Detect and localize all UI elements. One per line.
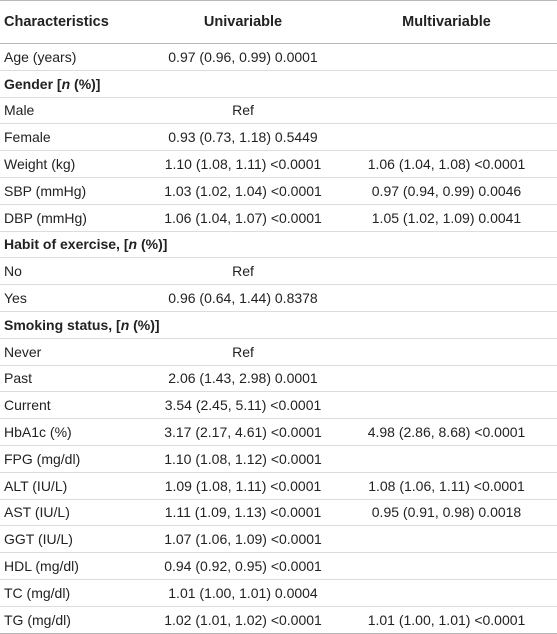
- row-label: ALT (IU/L): [0, 472, 150, 500]
- row-label: Yes: [0, 284, 150, 312]
- univariable-value: Ref: [150, 257, 336, 286]
- row-label: Age (years): [0, 43, 150, 71]
- row-label: Weight (kg): [0, 150, 150, 178]
- row-label: HDL (mg/dl): [0, 552, 150, 580]
- table-body: Age (years) 0.97 (0.96, 0.99) 0.0001 Gende…: [0, 43, 557, 634]
- univariable-value: 1.11 (1.09, 1.13) <0.0001: [150, 499, 336, 527]
- section-heading: Smoking status, [n (%)]: [0, 311, 557, 339]
- table-row: Past 2.06 (1.43, 2.98) 0.0001: [0, 365, 557, 393]
- table-row: HbA1c (%) 3.17 (2.17, 4.61) <0.0001 4.98 (…: [0, 418, 557, 446]
- table-row: Weight (kg) 1.10 (1.08, 1.11) <0.0001 1.06…: [0, 150, 557, 178]
- multivariable-value: 1.08 (1.06, 1.11) <0.0001: [336, 472, 557, 500]
- table-row: ALT (IU/L) 1.09 (1.08, 1.11) <0.0001 1.08 …: [0, 472, 557, 500]
- table-row: Age (years) 0.97 (0.96, 0.99) 0.0001: [0, 43, 557, 71]
- univariable-value: 2.06 (1.43, 2.98) 0.0001: [150, 365, 336, 393]
- header-univariable: Univariable: [150, 0, 336, 44]
- multivariable-value: [336, 123, 557, 152]
- multivariable-value: 4.98 (2.86, 8.68) <0.0001: [336, 418, 557, 446]
- row-label: TC (mg/dl): [0, 579, 150, 607]
- multivariable-value: [336, 445, 557, 473]
- section-heading-text: Gender [: [4, 75, 62, 92]
- section-heading-tail: (%)]: [129, 316, 160, 333]
- univariable-value: 3.54 (2.45, 5.11) <0.0001: [150, 391, 336, 420]
- univariable-value: 1.03 (1.02, 1.04) <0.0001: [150, 177, 336, 205]
- section-heading-text: Habit of exercise, [: [4, 236, 129, 253]
- section-heading-tail: (%)]: [70, 75, 101, 92]
- row-label: Never: [0, 338, 150, 366]
- row-label: Current: [0, 391, 150, 420]
- header-characteristics: Characteristics: [0, 0, 150, 44]
- header-multivariable: Multivariable: [336, 0, 557, 44]
- table-row: No Ref: [0, 257, 557, 286]
- row-label: SBP (mmHg): [0, 177, 150, 205]
- section-heading-text: Smoking status, [: [4, 316, 121, 333]
- univariable-value: 1.10 (1.08, 1.11) <0.0001: [150, 150, 336, 178]
- table-row: HDL (mg/dl) 0.94 (0.92, 0.95) <0.0001: [0, 552, 557, 580]
- multivariable-value: [336, 365, 557, 393]
- multivariable-value: [336, 97, 557, 125]
- univariable-value: 1.01 (1.00, 1.01) 0.0004: [150, 579, 336, 607]
- multivariable-value: 0.97 (0.94, 0.99) 0.0046: [336, 177, 557, 205]
- univariable-value: 1.09 (1.08, 1.11) <0.0001: [150, 472, 336, 500]
- multivariable-value: [336, 284, 557, 312]
- univariable-value: 3.17 (2.17, 4.61) <0.0001: [150, 418, 336, 446]
- table-row: DBP (mmHg) 1.06 (1.04, 1.07) <0.0001 1.05 …: [0, 204, 557, 232]
- univariable-value: 0.97 (0.96, 0.99) 0.0001: [150, 43, 336, 71]
- univariable-value: 0.93 (0.73, 1.18) 0.5449: [150, 123, 336, 152]
- table-row: FPG (mg/dl) 1.10 (1.08, 1.12) <0.0001: [0, 445, 557, 473]
- table-row: Male Ref: [0, 97, 557, 125]
- header-row: Characteristics Univariable Multivariabl…: [0, 0, 557, 44]
- multivariable-value: 1.05 (1.02, 1.09) 0.0041: [336, 204, 557, 232]
- multivariable-value: [336, 391, 557, 420]
- univariable-value: Ref: [150, 97, 336, 125]
- table-row: Female 0.93 (0.73, 1.18) 0.5449: [0, 123, 557, 152]
- table-row: SBP (mmHg) 1.03 (1.02, 1.04) <0.0001 0.97 …: [0, 177, 557, 205]
- table-row: Current 3.54 (2.45, 5.11) <0.0001: [0, 391, 557, 420]
- row-label: DBP (mmHg): [0, 204, 150, 232]
- multivariable-value: [336, 338, 557, 366]
- table-row: Never Ref: [0, 338, 557, 366]
- table-row: TC (mg/dl) 1.01 (1.00, 1.01) 0.0004: [0, 579, 557, 607]
- univariable-value: 0.96 (0.64, 1.44) 0.8378: [150, 284, 336, 312]
- section-heading-italic: n: [120, 316, 130, 333]
- row-label: HbA1c (%): [0, 418, 150, 446]
- section-heading: Habit of exercise, [n (%)]: [0, 231, 557, 259]
- row-label: Female: [0, 123, 150, 152]
- multivariable-value: [336, 257, 557, 286]
- section-heading-italic: n: [61, 75, 71, 92]
- table-row: Yes 0.96 (0.64, 1.44) 0.8378: [0, 284, 557, 312]
- univariable-value: 1.06 (1.04, 1.07) <0.0001: [150, 204, 336, 232]
- section-row: Smoking status, [n (%)]: [0, 311, 557, 339]
- table-row: TG (mg/dl) 1.02 (1.01, 1.02) <0.0001 1.01 …: [0, 606, 557, 634]
- multivariable-value: [336, 579, 557, 607]
- row-label: Past: [0, 365, 150, 393]
- table-header: Characteristics Univariable Multivariabl…: [0, 0, 557, 44]
- section-heading-italic: n: [128, 236, 138, 253]
- section-row: Habit of exercise, [n (%)]: [0, 231, 557, 259]
- multivariable-value: 1.01 (1.00, 1.01) <0.0001: [336, 606, 557, 634]
- row-label: AST (IU/L): [0, 499, 150, 527]
- univariable-value: Ref: [150, 338, 336, 366]
- multivariable-value: 0.95 (0.91, 0.98) 0.0018: [336, 499, 557, 527]
- multivariable-value: [336, 43, 557, 71]
- section-heading: Gender [n (%)]: [0, 70, 557, 98]
- univariable-value: 1.07 (1.06, 1.09) <0.0001: [150, 525, 336, 554]
- univariable-value: 1.10 (1.08, 1.12) <0.0001: [150, 445, 336, 473]
- section-row: Gender [n (%)]: [0, 70, 557, 98]
- section-heading-tail: (%)]: [137, 236, 168, 253]
- row-label: Male: [0, 97, 150, 125]
- univariable-value: 0.94 (0.92, 0.95) <0.0001: [150, 552, 336, 580]
- row-label: GGT (IU/L): [0, 525, 150, 554]
- row-label: TG (mg/dl): [0, 606, 150, 634]
- multivariable-value: [336, 552, 557, 580]
- row-label: No: [0, 257, 150, 286]
- multivariable-value: 1.06 (1.04, 1.08) <0.0001: [336, 150, 557, 178]
- table-row: GGT (IU/L) 1.07 (1.06, 1.09) <0.0001: [0, 525, 557, 554]
- table-row: AST (IU/L) 1.11 (1.09, 1.13) <0.0001 0.95 …: [0, 499, 557, 527]
- multivariable-value: [336, 525, 557, 554]
- univariable-value: 1.02 (1.01, 1.02) <0.0001: [150, 606, 336, 634]
- row-label: FPG (mg/dl): [0, 445, 150, 473]
